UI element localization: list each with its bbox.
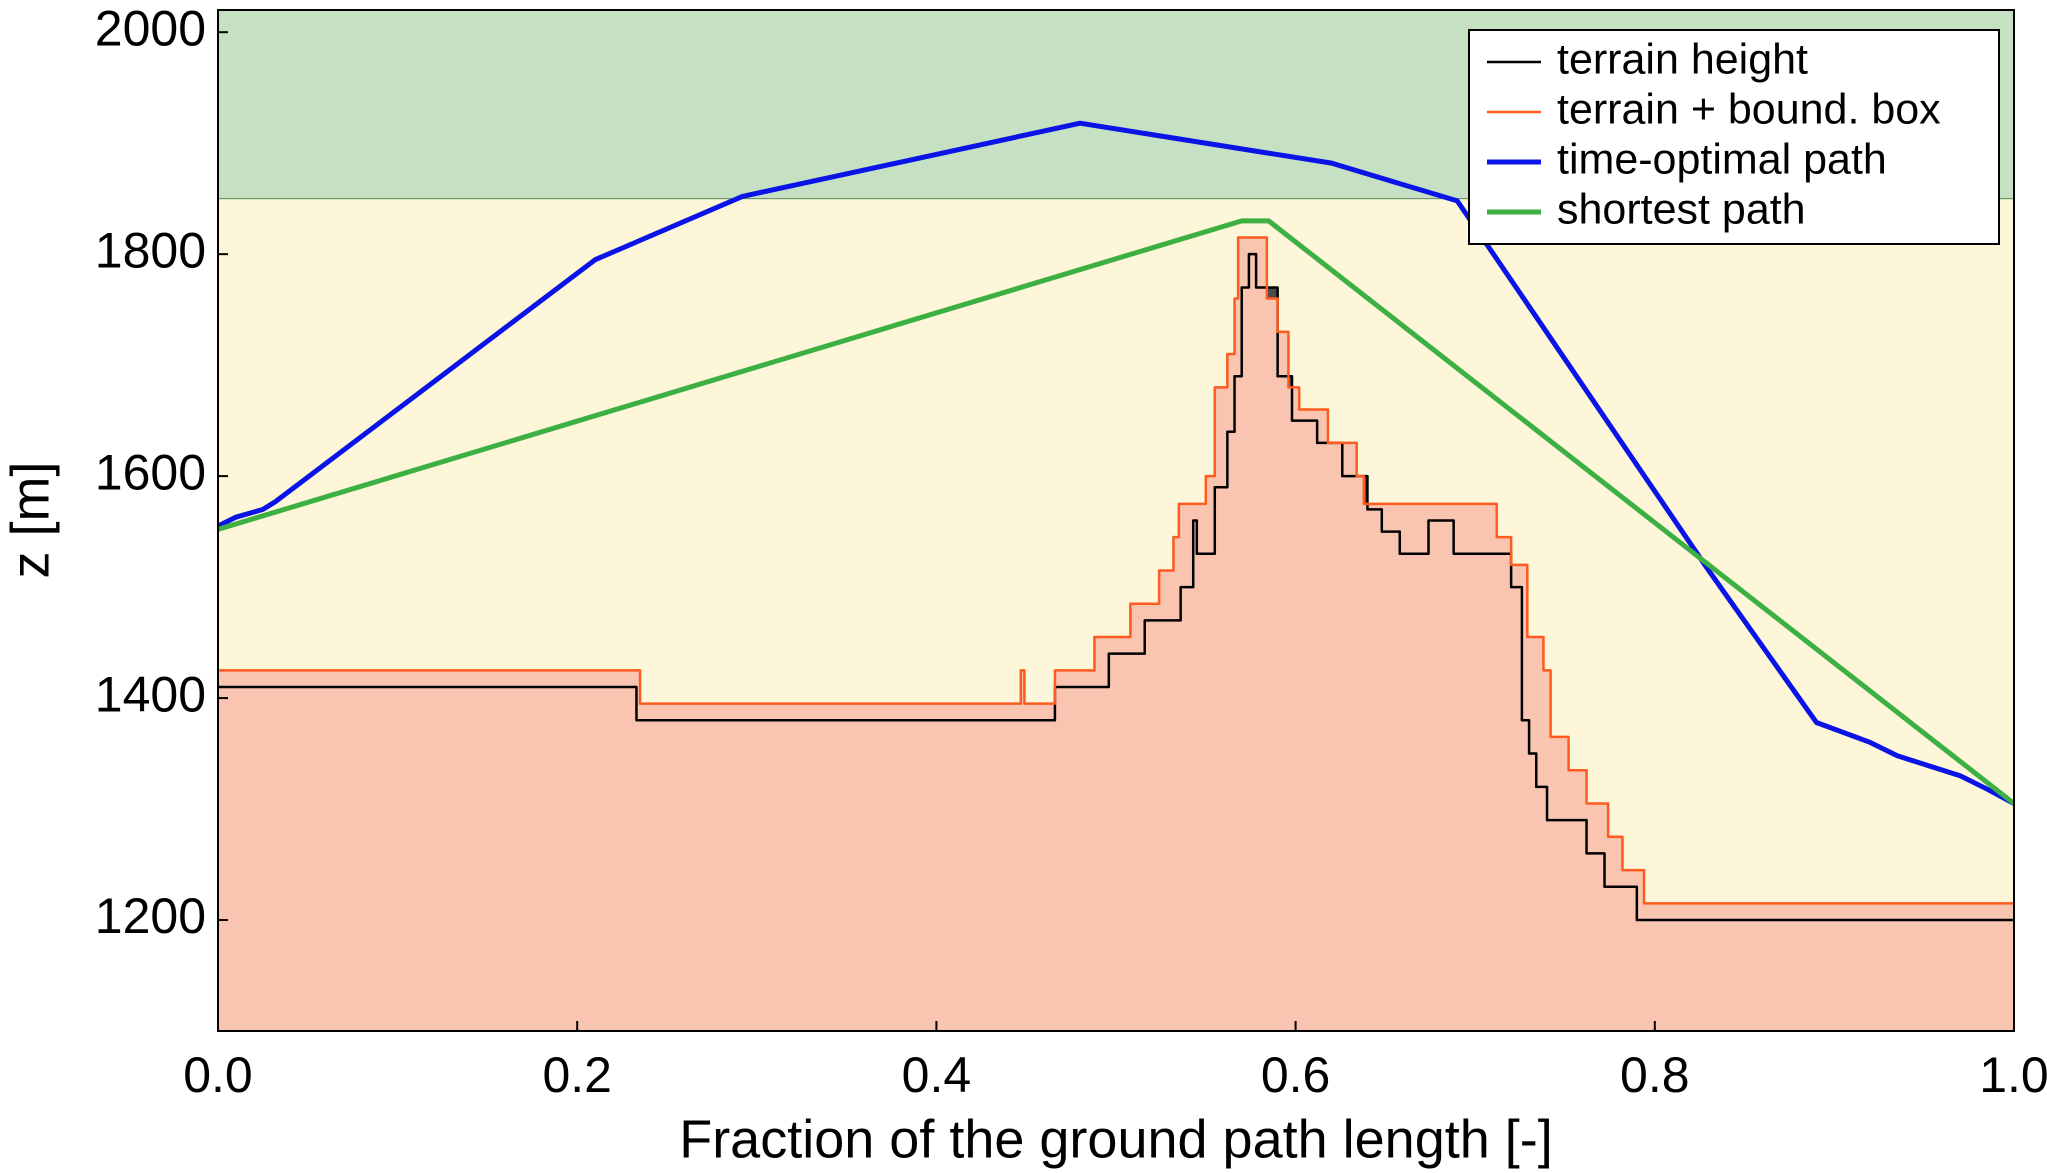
legend-box bbox=[1468, 29, 2000, 245]
x-tick-label: 0.2 bbox=[542, 1047, 612, 1103]
legend-label: terrain height bbox=[1557, 35, 1808, 83]
area bbox=[218, 237, 2014, 1031]
x-tick-label: 0.4 bbox=[902, 1047, 972, 1103]
legend-label: terrain + bound. box bbox=[1557, 85, 1941, 133]
y-tick-label: 1200 bbox=[95, 888, 206, 944]
legend-label: shortest path bbox=[1557, 185, 1806, 233]
y-axis-label: z [m] bbox=[0, 462, 60, 579]
x-tick-label: 0.6 bbox=[1261, 1047, 1331, 1103]
plot-frame bbox=[217, 9, 2015, 1032]
x-axis-label: Fraction of the ground path length [-] bbox=[679, 1109, 1553, 1169]
line bbox=[218, 120, 2014, 806]
y-tick-label: 2000 bbox=[95, 0, 206, 56]
y-tick-label: 1400 bbox=[95, 666, 206, 722]
plot-area bbox=[218, 120, 2014, 1031]
y-tick-label: 1600 bbox=[95, 444, 206, 500]
x-tick-label: 0.0 bbox=[183, 1047, 253, 1103]
x-tick-label: 0.8 bbox=[1620, 1047, 1690, 1103]
x-tick-label: 1.0 bbox=[1979, 1047, 2047, 1103]
line bbox=[218, 236, 2014, 905]
line bbox=[218, 218, 2014, 806]
line bbox=[218, 252, 2014, 922]
legend-label: time-optimal path bbox=[1557, 135, 1887, 183]
y-tick-label: 1800 bbox=[95, 222, 206, 278]
